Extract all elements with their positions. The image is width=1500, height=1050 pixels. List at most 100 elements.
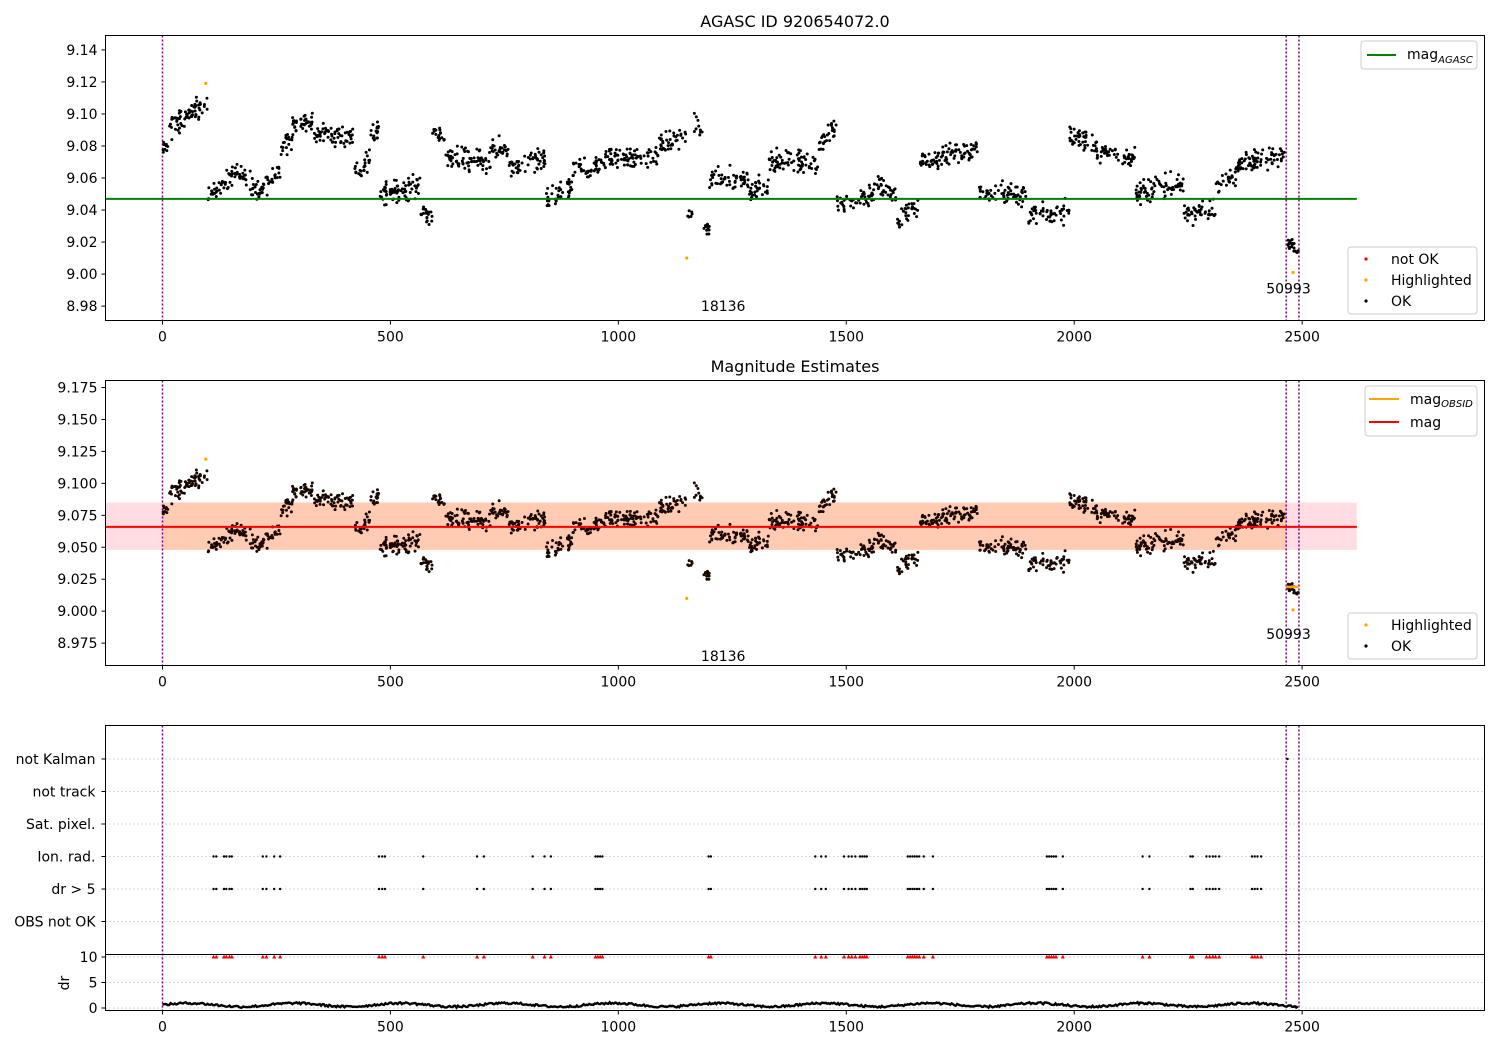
ok-point bbox=[972, 507, 976, 511]
ok-point bbox=[507, 522, 511, 526]
ok-point bbox=[1149, 180, 1153, 184]
ok-point bbox=[866, 194, 870, 198]
ok-point bbox=[659, 133, 663, 137]
ok-point bbox=[363, 158, 367, 162]
ok-point bbox=[585, 528, 589, 532]
panel1-title: AGASC ID 920654072.0 bbox=[700, 12, 889, 31]
ok-point bbox=[977, 185, 981, 189]
ok-point bbox=[1108, 510, 1112, 514]
ok-point bbox=[1034, 221, 1038, 225]
ok-point bbox=[1041, 206, 1045, 210]
ok-point bbox=[775, 160, 779, 164]
ok-point bbox=[626, 163, 630, 167]
ok-point bbox=[1176, 185, 1180, 189]
ok-point bbox=[561, 191, 565, 195]
ok-point bbox=[804, 518, 808, 522]
ok-point bbox=[241, 177, 245, 181]
dr-flag bbox=[865, 887, 868, 891]
legend2-ok-marker bbox=[1364, 644, 1368, 648]
ok-point bbox=[339, 140, 343, 144]
ok-point bbox=[966, 149, 970, 153]
ok-point bbox=[604, 511, 608, 515]
ok-point bbox=[654, 146, 658, 150]
ok-point bbox=[1068, 139, 1072, 143]
ok-point bbox=[244, 538, 248, 542]
x-tick-label: 2000 bbox=[1056, 1020, 1092, 1036]
ok-point bbox=[262, 183, 266, 187]
ok-point bbox=[1076, 496, 1080, 500]
ok-point bbox=[214, 547, 218, 551]
ok-point bbox=[628, 151, 632, 155]
ok-point bbox=[1194, 217, 1198, 221]
ion-rad-flag bbox=[278, 855, 282, 858]
ok-point bbox=[872, 182, 876, 186]
ok-point bbox=[940, 162, 944, 166]
ok-point bbox=[797, 148, 801, 152]
legend-not-ok-label: not OK bbox=[1391, 252, 1439, 268]
ok-point bbox=[230, 172, 234, 176]
ok-point bbox=[438, 493, 442, 497]
ok-point bbox=[294, 120, 298, 124]
ok-point bbox=[256, 179, 260, 183]
ok-point bbox=[567, 544, 571, 548]
ok-point bbox=[906, 218, 910, 222]
ok-point bbox=[1124, 517, 1128, 521]
dr-clipped-marker bbox=[1147, 954, 1152, 959]
ok-point bbox=[705, 577, 709, 581]
ok-point bbox=[404, 189, 408, 193]
ok-point bbox=[994, 184, 998, 188]
ok-point bbox=[705, 228, 709, 232]
dr-tick-label: 10 bbox=[80, 950, 98, 966]
y-tick-label: 9.12 bbox=[66, 75, 97, 91]
ok-point bbox=[881, 190, 885, 194]
ok-point bbox=[1020, 205, 1024, 209]
ok-point bbox=[554, 541, 558, 545]
ok-point bbox=[287, 500, 291, 504]
ok-point bbox=[811, 516, 815, 520]
ok-point bbox=[978, 548, 982, 552]
ok-point bbox=[821, 141, 825, 145]
ok-point bbox=[588, 174, 592, 178]
ok-point bbox=[207, 540, 211, 544]
ok-point bbox=[879, 538, 883, 542]
ok-point bbox=[965, 507, 969, 511]
ok-point bbox=[799, 516, 803, 520]
ok-point bbox=[501, 513, 505, 517]
ok-point bbox=[570, 542, 574, 546]
ok-point bbox=[434, 494, 438, 498]
ok-point bbox=[238, 533, 242, 537]
ok-point bbox=[345, 496, 349, 500]
ok-point bbox=[652, 159, 656, 163]
ok-point bbox=[531, 517, 535, 521]
ok-point bbox=[1169, 170, 1173, 174]
ok-point bbox=[318, 499, 322, 503]
ok-point bbox=[528, 514, 532, 518]
ok-point bbox=[508, 160, 512, 164]
ok-point bbox=[649, 150, 653, 154]
ion-rad-flag bbox=[531, 855, 534, 858]
ok-point bbox=[672, 134, 676, 138]
ok-point bbox=[923, 153, 927, 157]
ok-point bbox=[1183, 555, 1187, 559]
ok-point bbox=[1208, 213, 1212, 217]
ok-point bbox=[478, 148, 482, 152]
ion-rad-flag bbox=[824, 855, 827, 858]
ok-point bbox=[753, 193, 757, 197]
flags-grid bbox=[105, 758, 1485, 1009]
dr-clipped-marker bbox=[1252, 954, 1257, 959]
ok-point bbox=[1163, 194, 1167, 198]
ok-point bbox=[492, 144, 496, 148]
ok-point bbox=[1279, 517, 1283, 521]
ok-point bbox=[915, 563, 919, 567]
ok-point bbox=[476, 522, 480, 526]
ok-point bbox=[620, 518, 624, 522]
ok-point bbox=[375, 488, 379, 492]
ok-point bbox=[1233, 528, 1237, 532]
ok-point bbox=[190, 475, 194, 479]
dr-flag bbox=[1256, 887, 1259, 891]
ok-point bbox=[766, 534, 770, 538]
dr-flag bbox=[814, 887, 817, 891]
ok-point bbox=[345, 139, 349, 143]
ok-point bbox=[668, 129, 672, 133]
